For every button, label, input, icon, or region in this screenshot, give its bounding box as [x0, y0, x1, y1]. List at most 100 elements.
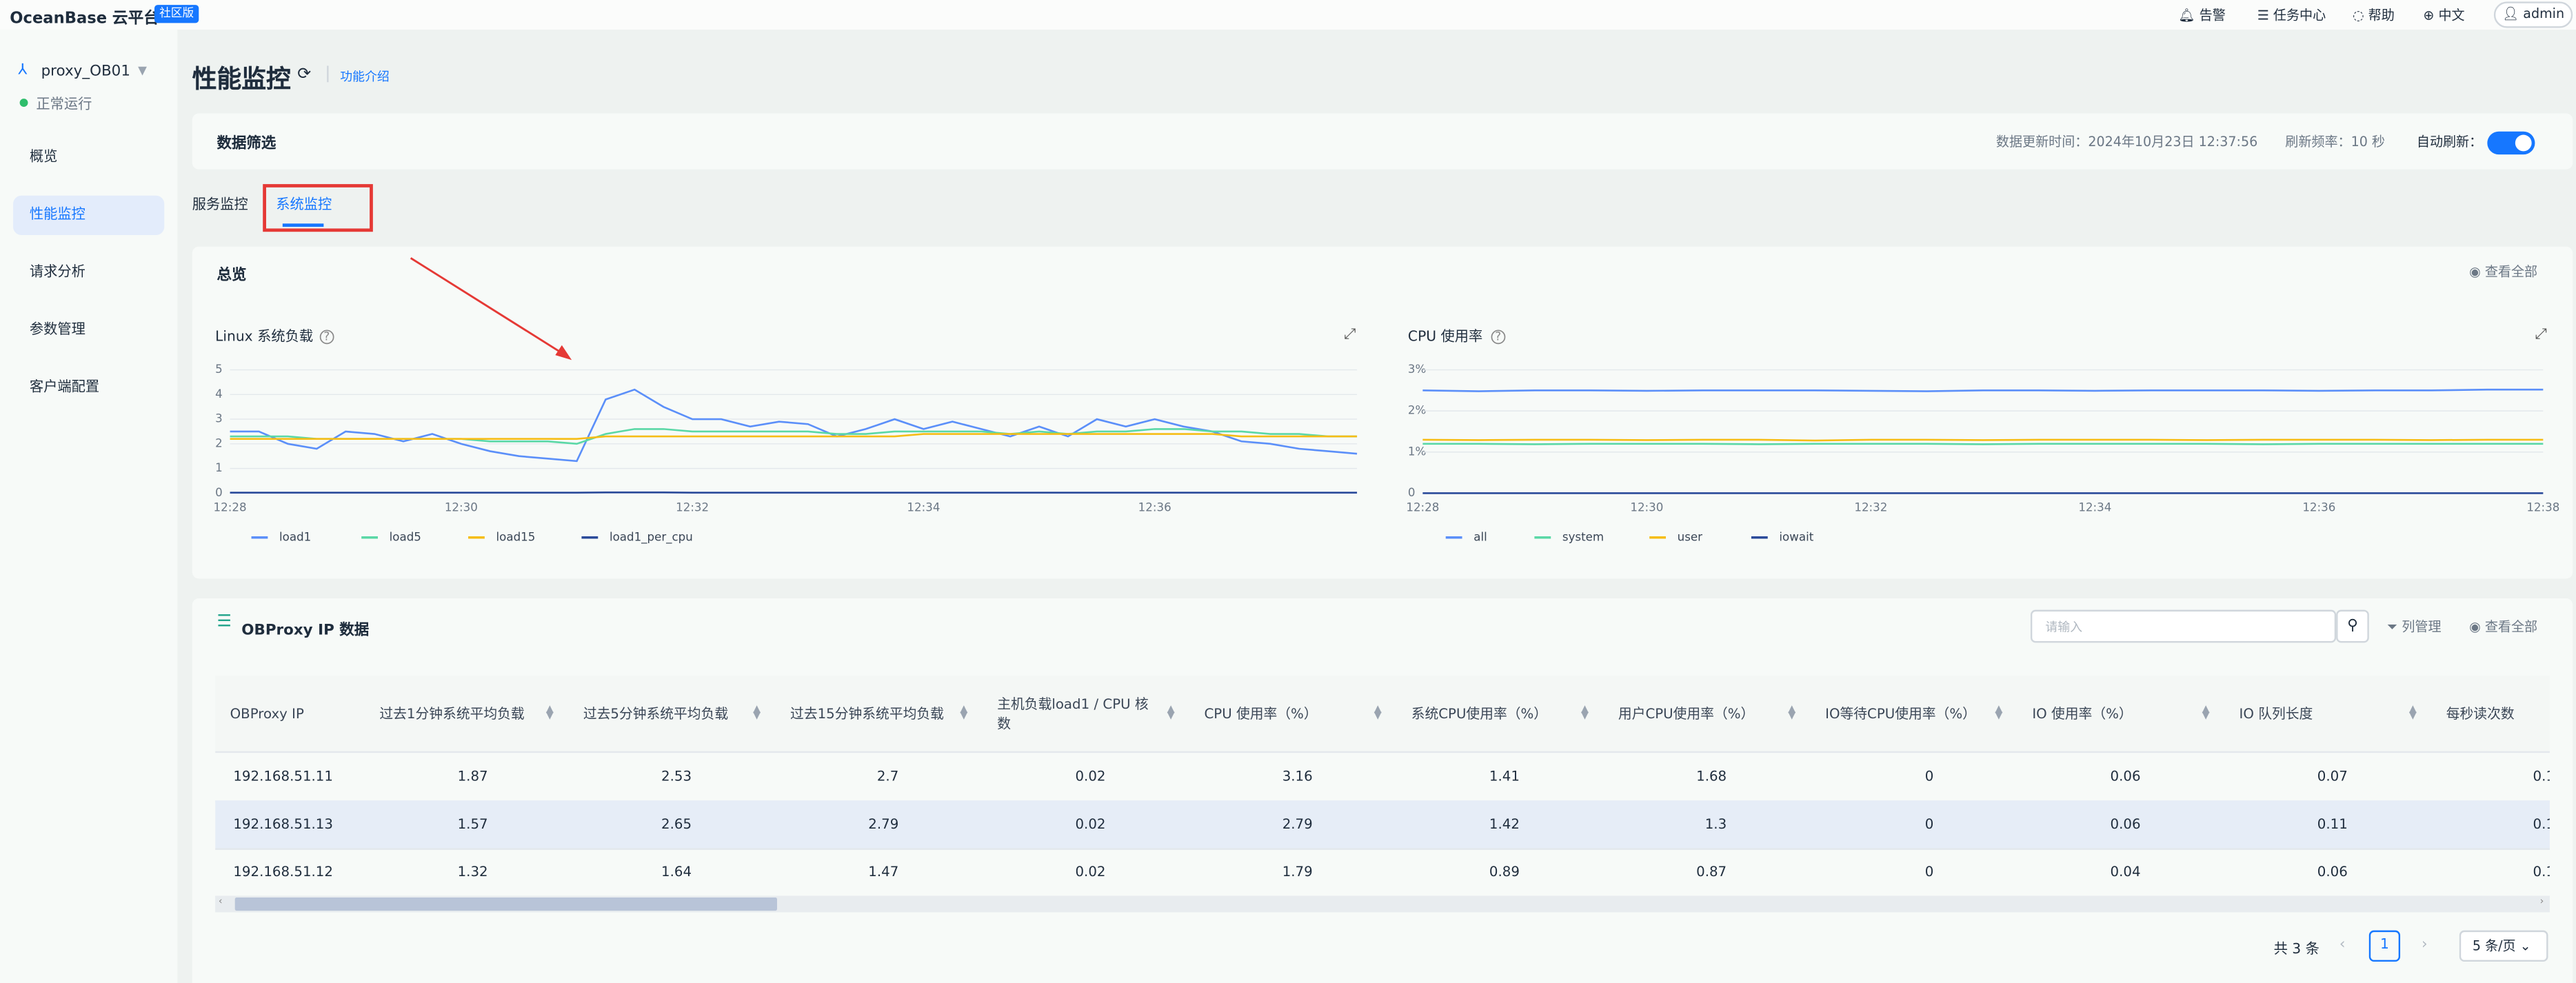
table-title: OBProxy IP 数据	[241, 622, 370, 640]
column-header[interactable]: 过去1分钟系统平均负载 ▲ ▼	[365, 676, 568, 751]
sort-icon[interactable]: ▲ ▼	[545, 703, 554, 722]
table-cell: 0.1	[2533, 815, 2550, 832]
chart-title: CPU 使用率	[1408, 327, 1482, 344]
table-cell: 0.11	[2317, 815, 2348, 832]
refresh-icon[interactable]: ⟳	[297, 65, 312, 84]
x-tick-label: 12:32	[1854, 500, 1887, 514]
column-header[interactable]: OBProxy IP	[215, 676, 365, 751]
tab[interactable]: 服务监控	[192, 197, 248, 214]
column-header[interactable]: 用户CPU使用率（%） ▲ ▼	[1603, 676, 1810, 751]
logo[interactable]: OceanBase 云平台	[10, 10, 159, 28]
x-tick-label: 12:38	[2526, 500, 2559, 514]
nav-language[interactable]: ⊕ 中文	[2423, 8, 2465, 23]
sort-icon[interactable]: ▲ ▼	[1581, 703, 1589, 722]
sort-icon[interactable]: ▲ ▼	[2408, 703, 2417, 722]
nav-label: 帮助	[2368, 8, 2395, 23]
legend-label: load5	[390, 530, 421, 543]
column-manage[interactable]: ⏷ 列管理	[2386, 619, 2442, 635]
column-header[interactable]: 系统CPU使用率（%） ▲ ▼	[1396, 676, 1603, 751]
menu-item-active[interactable]: 性能监控	[13, 195, 165, 235]
update-time: 数据更新时间：2024年10月23日 12:37:56	[1995, 134, 2258, 150]
column-header[interactable]: 过去15分钟系统平均负载 ▲ ▼	[776, 676, 983, 751]
table-view-all[interactable]: ◉ 查看全部	[2469, 619, 2538, 635]
auto-refresh-toggle[interactable]	[2487, 131, 2535, 155]
menu-item[interactable]: 参数管理	[29, 322, 85, 339]
sort-icon[interactable]: ▲ ▼	[1995, 703, 2003, 722]
prev-page[interactable]: ‹	[2339, 937, 2346, 954]
nav-tasks[interactable]: ☰ 任务中心	[2257, 8, 2326, 23]
column-header-label: 过去1分钟系统平均负载	[379, 705, 525, 722]
sort-icon[interactable]: ▲ ▼	[2202, 703, 2210, 722]
view-all[interactable]: ◉ 查看全部	[2469, 264, 2538, 280]
filter-card	[192, 113, 2573, 170]
column-header[interactable]: CPU 使用率（%） ▲ ▼	[1189, 676, 1396, 751]
chart-title: Linux 系统负载	[215, 327, 313, 344]
table-cell: 0.1	[2533, 862, 2550, 880]
table-cell: 1.42	[1489, 815, 1520, 832]
x-tick-label: 12:30	[1630, 500, 1663, 514]
search-input[interactable]: 请输入	[2030, 609, 2337, 643]
column-header[interactable]: IO等待CPU使用率（%） ▲ ▼	[1811, 676, 2017, 751]
sort-icon[interactable]: ▲ ▼	[960, 703, 968, 722]
page-title: 性能监控	[192, 63, 291, 94]
table-cell: 0.02	[1075, 862, 1106, 880]
column-header[interactable]: 过去5分钟系统平均负载 ▲ ▼	[568, 676, 775, 751]
top-bar	[0, 0, 2576, 30]
table-cell: 2.53	[661, 767, 692, 784]
column-header[interactable]: IO 队列长度 ▲ ▼	[2224, 676, 2431, 751]
column-header-label: IO 队列长度	[2239, 705, 2313, 722]
table-cell: 0.02	[1075, 767, 1106, 784]
table: OBProxy IP 过去1分钟系统平均负载 ▲ ▼ 过去5分钟系统平均负载 ▲ ▼ 过去15…	[215, 656, 2550, 935]
x-tick-label: 12:36	[1138, 500, 1171, 514]
scroll-right[interactable]: ›	[2539, 895, 2544, 908]
sort-icon[interactable]: ▲ ▼	[1373, 703, 1382, 722]
column-header[interactable]: 主机负载load1 / CPU 核数 ▲ ▼	[983, 676, 1189, 751]
table-cell: 2.65	[661, 815, 692, 832]
scrollbar-track	[215, 895, 2550, 913]
table-cell: 3.16	[1282, 767, 1313, 784]
table-cell: 1.57	[457, 815, 488, 832]
help-link[interactable]: 功能介绍	[340, 69, 390, 84]
table-cell: 0	[1924, 767, 1934, 784]
cluster-name[interactable]: proxy_OB01	[41, 63, 130, 81]
scroll-left[interactable]: ‹	[218, 895, 223, 908]
legend-label: load15	[496, 530, 536, 543]
series-line	[1422, 388, 2544, 392]
help-icon: ?	[1495, 330, 1501, 343]
help-icon: ?	[323, 330, 330, 343]
table-cell: 0.87	[1696, 862, 1727, 880]
page-size[interactable]: 5 条/页 ⌄	[2459, 930, 2548, 962]
scrollbar-thumb[interactable]	[234, 897, 777, 911]
x-tick-label: 12:28	[1406, 500, 1439, 514]
expand-icon[interactable]: ⤢	[1344, 327, 1356, 344]
menu-item[interactable]: 客户端配置	[29, 379, 100, 396]
tab-active[interactable]: 系统监控	[276, 197, 332, 214]
column-header[interactable]: IO 使用率（%） ▲ ▼	[2017, 676, 2224, 751]
column-header[interactable]: 每秒读次数▲▼	[2431, 676, 2550, 751]
page-number[interactable]: 1	[2368, 930, 2401, 962]
sort-icon[interactable]: ▲ ▼	[753, 703, 761, 722]
expand-icon[interactable]: ⤢	[2535, 327, 2547, 344]
view-all-label: 查看全部	[2484, 264, 2538, 280]
search-button[interactable]: ⚲	[2336, 609, 2369, 643]
table-header-bg	[215, 676, 2550, 753]
nav-help[interactable]: ◌ 帮助	[2352, 8, 2395, 23]
user-button[interactable]: 👤︎ admin	[2493, 1, 2573, 28]
help-icon-ring	[1491, 330, 1506, 345]
column-header-label: 过去5分钟系统平均负载	[583, 705, 729, 722]
auto-refresh-label: 自动刷新：	[2416, 134, 2483, 150]
menu-item[interactable]: 概览	[29, 149, 58, 166]
sort-icon[interactable]: ▲ ▼	[1167, 703, 1175, 722]
column-manage-label: 列管理	[2402, 619, 2442, 635]
menu-item[interactable]: 请求分析	[29, 264, 85, 281]
annotation-arrowhead	[555, 345, 572, 361]
x-tick-label: 12:28	[214, 500, 247, 514]
next-page[interactable]: ›	[2422, 937, 2428, 954]
y-tick-label: 1%	[1408, 445, 1426, 458]
table-cell: 2.79	[1282, 815, 1313, 832]
cluster-dropdown[interactable]: ▼	[138, 63, 147, 78]
nav-alert[interactable]: 🔔︎ 告警	[2178, 8, 2226, 23]
sort-icon[interactable]: ▲ ▼	[1788, 703, 1796, 722]
